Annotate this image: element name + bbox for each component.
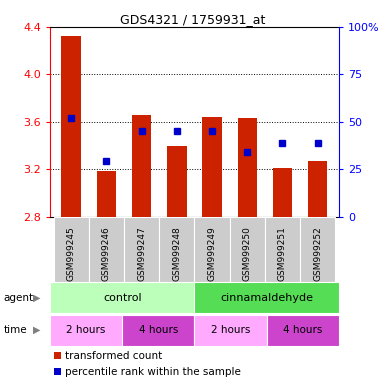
Bar — [122, 315, 194, 346]
Text: ▶: ▶ — [33, 293, 40, 303]
Text: cinnamaldehyde: cinnamaldehyde — [220, 293, 313, 303]
Text: 2 hours: 2 hours — [67, 325, 106, 335]
Bar — [300, 217, 335, 282]
Text: 4 hours: 4 hours — [139, 325, 178, 335]
Text: GSM999245: GSM999245 — [67, 226, 76, 281]
Text: GSM999252: GSM999252 — [313, 226, 322, 281]
Bar — [124, 217, 159, 282]
Text: agent: agent — [4, 293, 34, 303]
Text: 4 hours: 4 hours — [283, 325, 322, 335]
Bar — [62, 36, 81, 217]
Bar — [265, 217, 300, 282]
Bar — [266, 315, 339, 346]
Bar — [308, 161, 327, 217]
Bar — [97, 170, 116, 217]
Text: control: control — [103, 293, 142, 303]
Text: ▶: ▶ — [33, 325, 40, 335]
Text: GSM999246: GSM999246 — [102, 226, 111, 281]
Bar — [159, 217, 194, 282]
Bar — [194, 282, 339, 313]
Text: GSM999251: GSM999251 — [278, 226, 287, 281]
Text: transformed count: transformed count — [65, 351, 162, 361]
Text: GSM999248: GSM999248 — [172, 226, 181, 281]
Text: GDS4321 / 1759931_at: GDS4321 / 1759931_at — [120, 13, 265, 26]
Bar — [194, 315, 266, 346]
Bar — [89, 217, 124, 282]
Bar — [238, 118, 257, 217]
Text: 2 hours: 2 hours — [211, 325, 250, 335]
Bar — [50, 282, 194, 313]
Bar — [203, 117, 222, 217]
Bar — [132, 115, 151, 217]
Bar — [273, 168, 292, 217]
Bar — [167, 146, 186, 217]
Bar — [50, 315, 122, 346]
Text: GSM999250: GSM999250 — [243, 226, 252, 281]
Text: percentile rank within the sample: percentile rank within the sample — [65, 367, 241, 377]
Bar — [194, 217, 229, 282]
Text: time: time — [4, 325, 27, 335]
Text: GSM999247: GSM999247 — [137, 226, 146, 281]
Bar — [54, 217, 89, 282]
Text: GSM999249: GSM999249 — [208, 226, 216, 281]
Bar — [229, 217, 265, 282]
